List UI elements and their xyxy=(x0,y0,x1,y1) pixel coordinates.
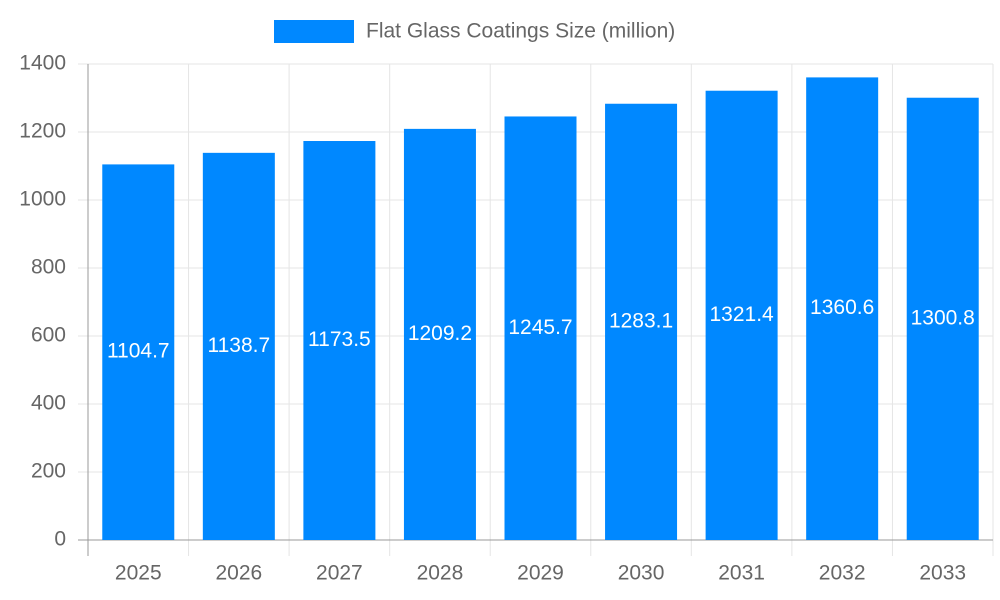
bar xyxy=(102,164,175,541)
x-tick-label: 2033 xyxy=(919,562,966,585)
x-tick-label: 2026 xyxy=(215,562,262,585)
y-tick-label: 1400 xyxy=(19,52,66,75)
bar xyxy=(403,128,476,540)
x-tick-label: 2030 xyxy=(618,562,665,585)
y-tick-label: 200 xyxy=(31,460,66,483)
y-tick-label: 1200 xyxy=(19,120,66,143)
value-label: 1321.4 xyxy=(709,303,774,326)
x-tick-label: 2028 xyxy=(417,562,464,585)
x-tick-label: 2031 xyxy=(718,562,765,585)
value-label: 1138.7 xyxy=(207,334,270,357)
y-tick-label: 600 xyxy=(31,324,66,347)
value-label: 1283.1 xyxy=(609,309,673,332)
bar xyxy=(806,77,879,541)
y-tick-label: 400 xyxy=(31,392,66,415)
bar xyxy=(504,116,577,540)
value-label: 1173.5 xyxy=(308,328,371,351)
bar xyxy=(605,103,678,540)
bar xyxy=(303,141,376,540)
y-tick-label: 0 xyxy=(54,528,66,551)
x-tick-label: 2027 xyxy=(316,562,363,585)
legend-label: Flat Glass Coatings Size (million) xyxy=(366,20,675,43)
bar xyxy=(705,90,778,540)
value-label: 1300.8 xyxy=(911,306,975,329)
y-tick-label: 1000 xyxy=(19,188,66,211)
value-label: 1209.2 xyxy=(408,322,472,345)
value-label: 1245.7 xyxy=(508,316,572,339)
x-tick-label: 2025 xyxy=(115,562,162,585)
bar xyxy=(202,152,275,541)
legend-swatch xyxy=(274,20,354,43)
x-tick-label: 2032 xyxy=(819,562,866,585)
value-label: 1104.7 xyxy=(107,340,170,363)
y-tick-label: 800 xyxy=(31,256,66,279)
x-tick-label: 2029 xyxy=(517,562,564,585)
bar xyxy=(906,97,979,540)
value-label: 1360.6 xyxy=(810,296,874,319)
